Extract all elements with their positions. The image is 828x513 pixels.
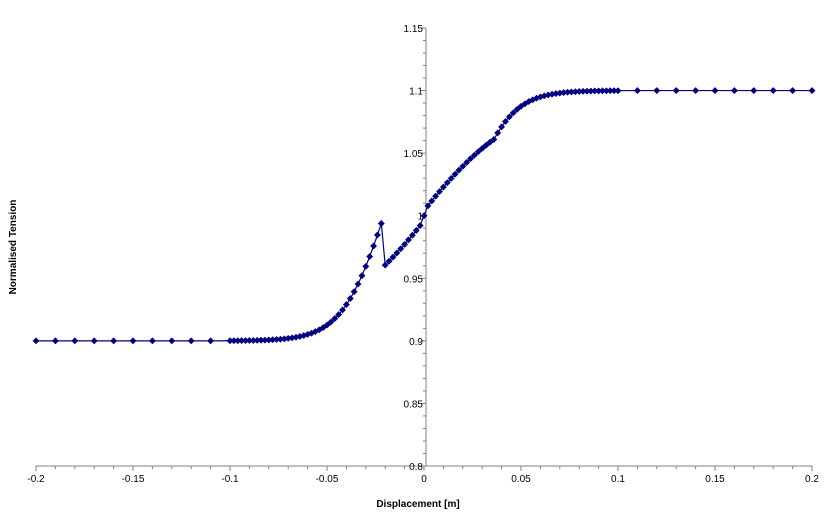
data-point	[110, 337, 118, 345]
y-tick-label: 0.9	[409, 337, 423, 348]
data-point	[633, 87, 641, 95]
data-point	[346, 295, 354, 303]
y-axis-title: Normalised Tension	[8, 200, 19, 295]
x-tick-label: 0.05	[511, 474, 531, 485]
x-tick-label: -0.05	[316, 474, 339, 485]
data-point	[470, 151, 478, 159]
y-tick-label: 1.15	[404, 24, 424, 35]
x-tick-label: -0.1	[221, 474, 239, 485]
data-point	[354, 280, 362, 288]
data-point	[432, 192, 440, 200]
data-point	[424, 202, 432, 210]
x-tick-label: 0	[421, 474, 427, 485]
data-point	[90, 337, 98, 345]
data-point	[490, 135, 498, 144]
data-point	[769, 87, 777, 95]
data-point	[428, 197, 436, 205]
data-point	[338, 306, 347, 314]
y-tick-label: 0.85	[404, 399, 424, 410]
x-tick-label: 0.15	[705, 474, 725, 485]
data-point	[494, 129, 502, 137]
data-point	[505, 113, 513, 121]
data-point	[71, 337, 79, 345]
data-point	[653, 87, 661, 95]
data-point	[451, 170, 459, 178]
data-point	[401, 240, 409, 248]
x-tick-label: 0.1	[611, 474, 625, 485]
data-point	[366, 252, 374, 261]
data-point	[32, 337, 40, 345]
data-point	[51, 337, 59, 345]
y-tick-label: 0.95	[404, 274, 424, 285]
data-point	[711, 87, 719, 95]
data-point	[377, 219, 385, 228]
data-point	[129, 337, 137, 345]
data-point	[467, 155, 475, 163]
data-point	[408, 231, 416, 239]
x-tick-label: -0.2	[27, 474, 45, 485]
y-tick-label: 0.8	[409, 462, 423, 473]
data-point	[323, 321, 331, 329]
data-point	[455, 166, 463, 174]
data-point	[373, 231, 381, 239]
y-tick-label: 1	[417, 212, 423, 223]
data-point	[474, 148, 482, 156]
data-point	[459, 162, 467, 170]
data-point	[692, 87, 700, 95]
series-layer	[32, 87, 816, 345]
data-point	[335, 311, 343, 319]
data-point	[187, 337, 195, 345]
data-point	[393, 249, 401, 257]
y-tick-label: 1.1	[409, 87, 423, 98]
data-point	[358, 272, 366, 280]
data-point	[327, 318, 335, 326]
data-point	[478, 144, 486, 152]
data-point	[509, 109, 517, 117]
x-tick-label: -0.15	[122, 474, 145, 485]
data-point	[416, 222, 424, 230]
data-point	[789, 87, 797, 95]
data-point	[404, 236, 413, 244]
data-point	[412, 226, 420, 235]
x-tick-label: 0.2	[805, 474, 819, 485]
data-point	[389, 253, 397, 261]
data-point	[672, 87, 680, 95]
data-point	[439, 183, 447, 191]
data-point	[350, 288, 358, 296]
data-point	[498, 123, 506, 131]
data-point	[420, 212, 428, 220]
y-axis: 0.8 0.85 0.9 0.95 1 1.05 1.1 1.15	[404, 24, 427, 473]
data-point	[381, 261, 389, 269]
data-point	[168, 337, 176, 345]
data-point	[614, 87, 622, 95]
data-point	[385, 257, 393, 265]
data-point	[501, 117, 510, 126]
data-point	[331, 315, 339, 323]
y-tick-label: 1.05	[404, 149, 424, 160]
data-point	[207, 337, 215, 345]
x-axis-title: Displacement [m]	[376, 499, 459, 510]
data-point	[730, 87, 738, 95]
data-point	[443, 179, 451, 187]
x-axis: -0.2 -0.15 -0.1 -0.05 0 0.05 0.1 0.15 0.2	[27, 465, 819, 485]
data-point	[148, 337, 156, 345]
data-point	[513, 105, 521, 113]
data-point	[342, 301, 350, 309]
data-point	[482, 141, 490, 149]
data-point	[750, 87, 758, 95]
data-point	[463, 158, 471, 166]
data-point	[370, 242, 378, 250]
data-point	[447, 174, 455, 182]
data-point	[435, 188, 444, 196]
data-point	[362, 262, 370, 270]
data-point	[397, 245, 405, 253]
data-point	[808, 87, 816, 95]
